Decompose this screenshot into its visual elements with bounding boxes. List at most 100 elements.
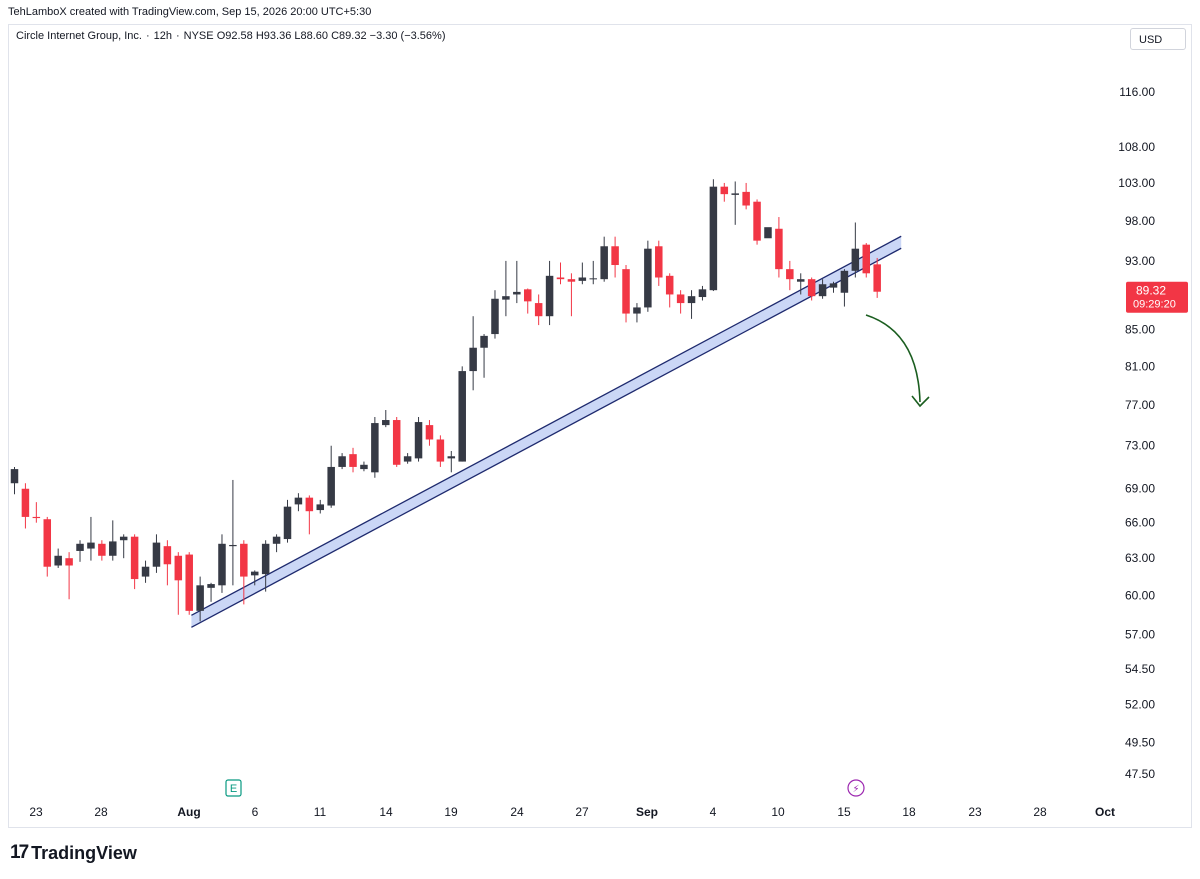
candle-body [556,277,565,280]
y-tick-label: 60.00 [1125,588,1155,602]
candle [513,260,521,304]
candle-body [742,191,750,206]
candle [676,290,685,314]
candle [753,199,761,245]
candle-body [829,283,838,288]
candle [731,181,739,225]
candle-body [54,555,62,566]
x-tick-label: 18 [902,805,916,819]
candle-body [32,516,41,519]
candle-body [600,246,608,280]
candle-body [43,519,52,567]
legend-exchange: NYSE [183,30,214,42]
y-tick-label: 116.00 [1119,85,1155,99]
candle-body [87,542,95,549]
candle [261,540,270,592]
legend-open: O92.58 [216,30,253,42]
candle-body [578,277,587,281]
candle [786,260,794,291]
candle [775,217,783,278]
tradingview-brand[interactable]: 17 TradingView [10,842,137,864]
candle [43,516,52,577]
candle [851,222,860,278]
candle-body [65,558,73,566]
candle-body [687,296,696,304]
candle-body [655,246,663,278]
legend-close: C89.32 [331,30,367,42]
candle-body [130,536,139,580]
candle-body [403,456,412,462]
candle [425,420,434,446]
candle-body [840,270,849,293]
x-tick-label: 15 [837,805,851,819]
candle-body [163,546,172,565]
candle-body [589,278,598,280]
candle [436,435,445,467]
candle-body [119,536,128,541]
candle-body [491,298,499,335]
candle-body [676,294,685,304]
legend-symbol[interactable]: Circle Internet Group, Inc. [16,30,142,42]
candle [502,260,510,317]
candle-body [862,244,871,274]
candle [207,582,215,602]
x-tick-label: 27 [575,805,589,819]
legend-interval[interactable]: 12h [153,30,172,42]
y-tick-label: 93.00 [1125,254,1155,268]
candle [458,366,466,462]
earnings-marker-label: E [230,783,237,795]
y-tick-label: 63.00 [1125,551,1155,565]
candle [371,417,379,478]
candle-body [786,269,794,280]
candle-body [316,504,325,511]
candle [600,236,608,282]
candle-body [240,543,248,577]
candle-body [709,186,718,291]
candle [469,316,477,391]
candle-body [731,193,739,195]
candle [21,483,30,529]
currency-button[interactable]: USD [1130,28,1186,50]
x-tick-label: Oct [1095,805,1115,819]
flash-marker-icon: ⚡ [852,784,859,795]
candle-body [513,291,521,295]
candle [862,243,871,278]
candle [480,334,488,378]
x-tick-label: 11 [314,805,327,819]
candle-body [349,454,357,467]
y-tick-label: 73.00 [1125,439,1155,453]
x-tick-label: 23 [968,805,982,819]
candle-body [775,228,783,270]
x-tick-label: 6 [252,805,259,819]
last-price-countdown: 09:29:20 [1133,299,1176,311]
candle-body [294,497,303,505]
candle-body [458,371,466,462]
candle [141,560,150,583]
candle-body [764,227,772,239]
candle [447,450,456,473]
candle-body [567,279,576,282]
candle-body [141,566,150,577]
x-tick-label: 4 [710,805,717,819]
candle-body [305,497,314,512]
candle [523,288,532,314]
candle [152,534,161,573]
trendline-channel [191,236,902,628]
y-tick-label: 81.00 [1125,359,1155,373]
flash-marker: ⚡ [847,779,865,797]
candle [764,227,772,239]
y-tick-label: 77.00 [1125,398,1155,412]
candle-body [796,279,805,282]
candle-body [469,347,477,372]
candle-body [851,248,860,271]
candle [32,502,41,523]
x-tick-label: 28 [1033,805,1047,819]
candle-body [327,466,335,506]
candle [556,262,565,285]
candle-body [480,335,488,348]
candle [633,303,641,323]
candle-body [174,555,183,581]
candle [687,290,696,319]
